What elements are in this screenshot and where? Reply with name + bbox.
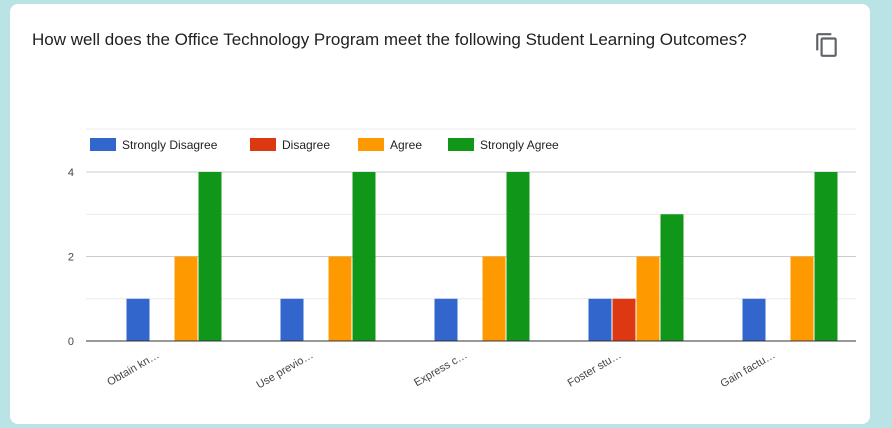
x-tick-label: Foster stu… [566, 349, 624, 389]
y-tick-label: 0 [68, 336, 74, 348]
bar-strongly-agree [198, 172, 222, 341]
bar-strongly-disagree [280, 298, 304, 341]
x-tick-label: Obtain kn… [105, 349, 161, 388]
bar-agree [636, 256, 660, 341]
bar-agree [790, 256, 814, 341]
bar-strongly-disagree [434, 298, 458, 341]
bar-strongly-agree [352, 172, 376, 341]
legend-label: Strongly Disagree [122, 138, 218, 152]
bar-strongly-disagree [742, 298, 766, 341]
chart-question-title: How well does the Office Technology Prog… [32, 30, 747, 49]
x-tick-label: Express c… [412, 349, 469, 389]
legend-swatch [250, 138, 276, 151]
bar-strongly-agree [814, 172, 838, 341]
bar-strongly-disagree [588, 298, 612, 341]
x-tick-label: Use previo… [254, 349, 315, 391]
legend-swatch [90, 138, 116, 151]
legend-label: Agree [390, 138, 422, 152]
y-tick-label: 4 [68, 167, 74, 179]
bar-agree [328, 256, 352, 341]
legend-swatch [358, 138, 384, 151]
bar-strongly-disagree [126, 298, 150, 341]
bar-strongly-agree [660, 214, 684, 341]
bar-agree [174, 256, 198, 341]
y-tick-label: 2 [68, 252, 74, 264]
bar-agree [482, 256, 506, 341]
x-tick-label: Gain factu… [719, 349, 778, 390]
legend-label: Disagree [282, 138, 330, 152]
copy-icon[interactable] [814, 32, 840, 58]
bar-disagree [612, 298, 636, 341]
legend-label: Strongly Agree [480, 138, 559, 152]
legend-swatch [448, 138, 474, 151]
bar-strongly-agree [506, 172, 530, 341]
